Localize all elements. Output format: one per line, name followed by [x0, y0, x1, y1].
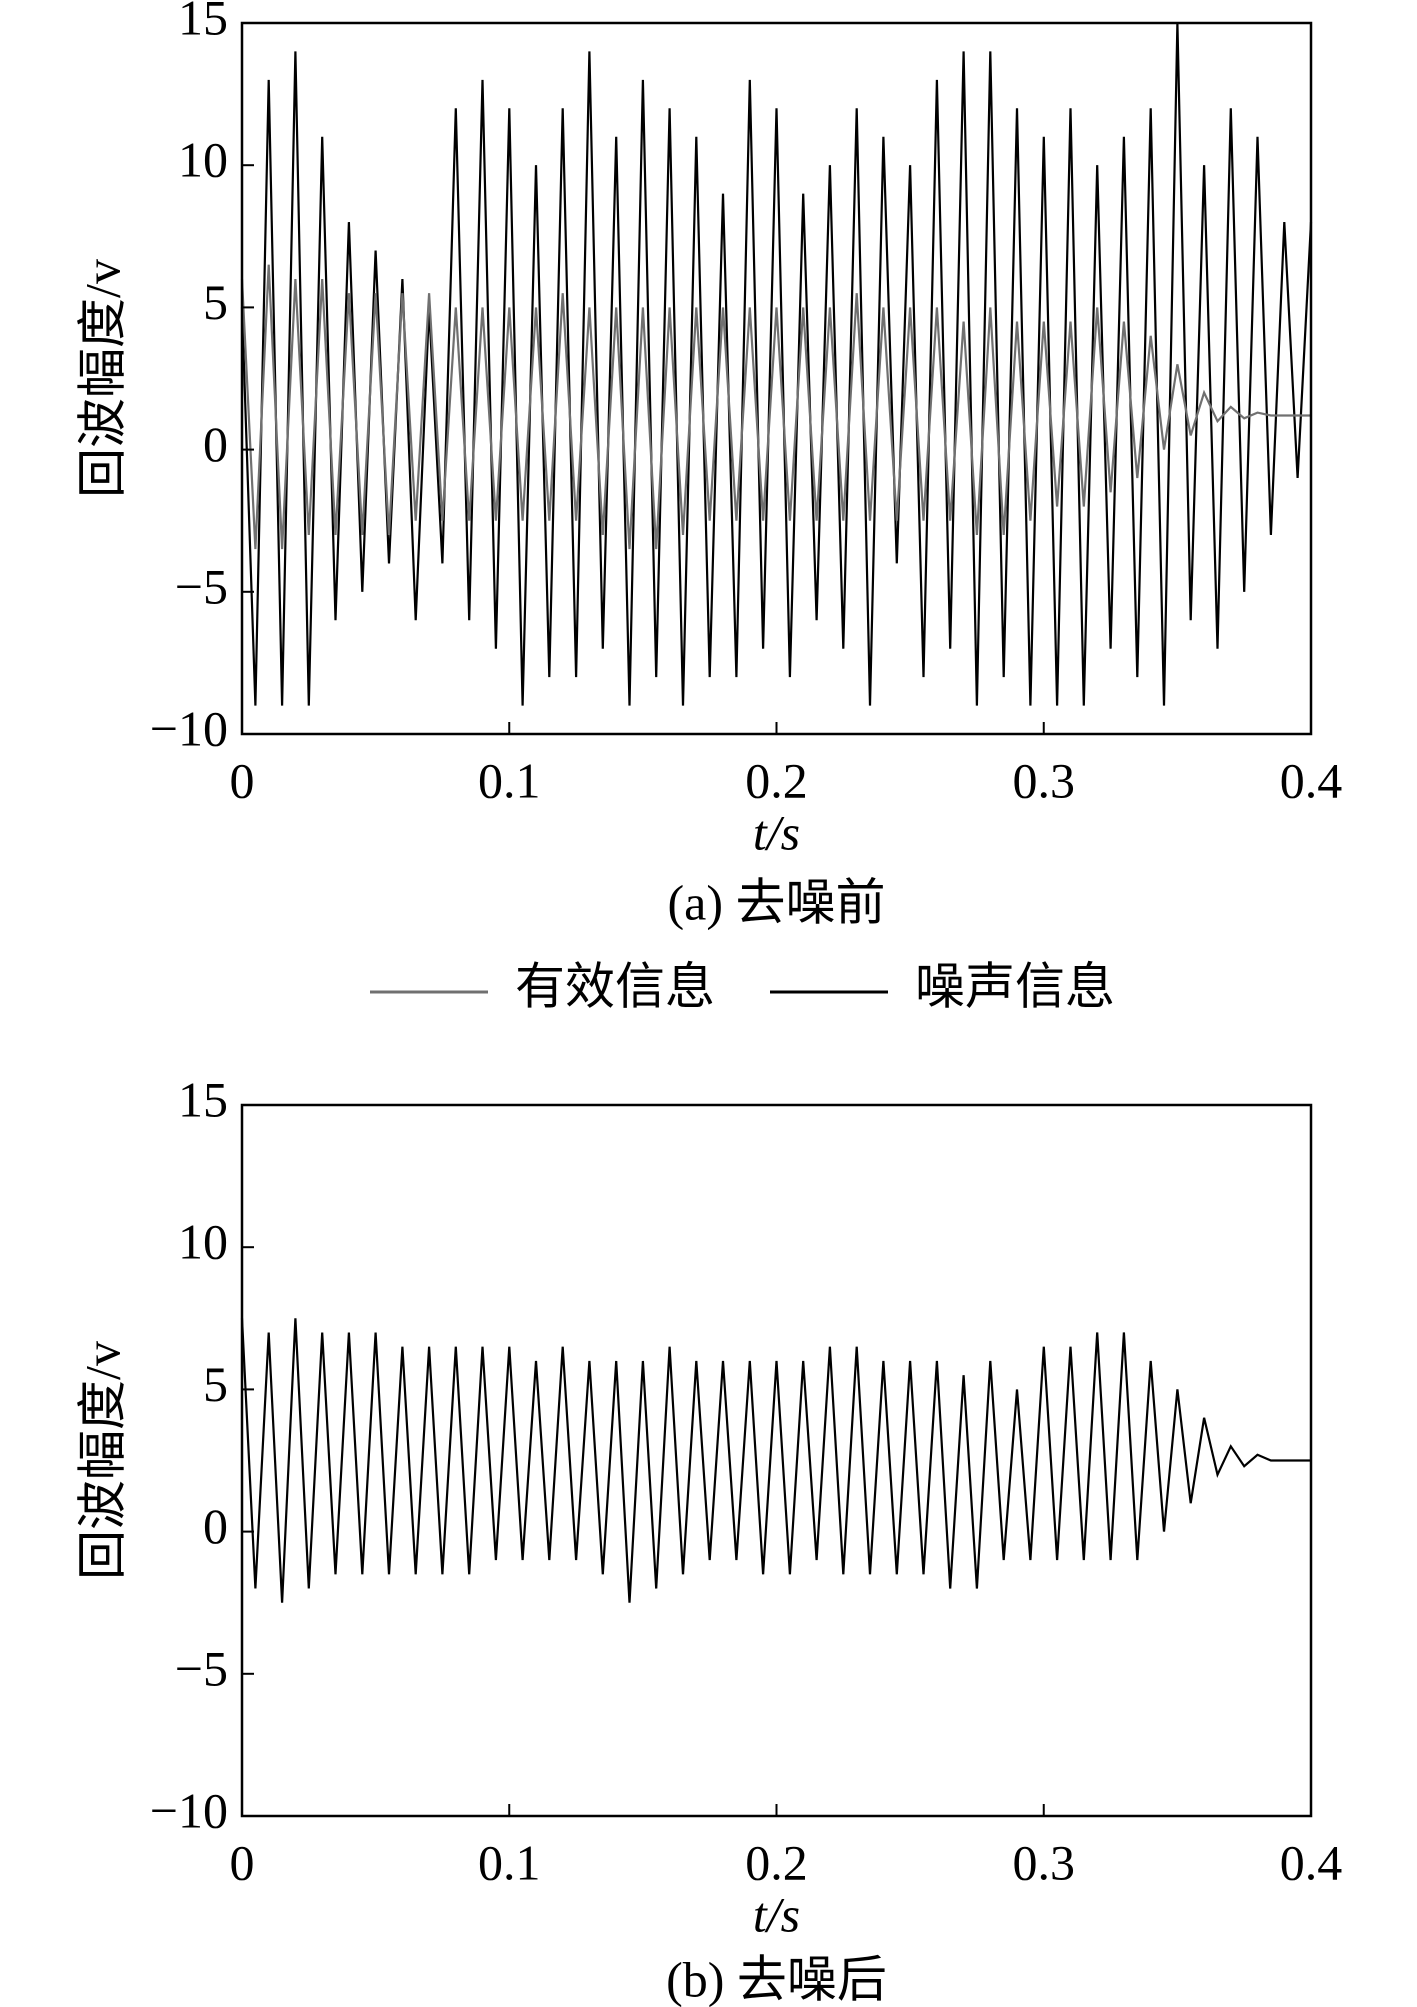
plot-frame [240, 1103, 1313, 1818]
y-tick-label: −5 [175, 1640, 228, 1696]
x-tick-label: 0.4 [1280, 752, 1343, 808]
x-tick-label: 0.2 [745, 752, 808, 808]
y-tick-label: 10 [178, 1214, 228, 1270]
x-tick-label: 0.4 [1280, 1834, 1343, 1890]
y-tick-label: −10 [150, 700, 228, 756]
y-tick-label: 15 [178, 1071, 228, 1127]
x-tick-label: 0 [230, 752, 255, 808]
x-tick-label: 0.3 [1013, 1834, 1076, 1890]
y-tick-label: −10 [150, 1782, 228, 1838]
caption: (b) 去噪后 [666, 1951, 887, 2007]
x-axis-label: t/s [753, 804, 800, 860]
legend-label: 噪声信息 [915, 958, 1115, 1014]
caption: (a) 去噪前 [668, 874, 886, 930]
y-axis-label: 回波幅度/v [74, 259, 130, 498]
x-tick-label: 0.3 [1013, 752, 1076, 808]
x-tick-label: 0.1 [478, 752, 541, 808]
x-axis-label: t/s [753, 1886, 800, 1942]
y-tick-label: −5 [175, 558, 228, 614]
y-tick-label: 10 [178, 132, 228, 188]
y-tick-label: 5 [203, 274, 228, 330]
legend-label: 有效信息 [515, 958, 715, 1014]
y-tick-label: 0 [203, 1498, 228, 1554]
x-tick-label: 0 [230, 1834, 255, 1890]
data-line [240, 1318, 1311, 1603]
x-tick-label: 0.1 [478, 1834, 541, 1890]
y-tick-label: 0 [203, 416, 228, 472]
y-axis-label: 回波幅度/v [74, 1341, 130, 1580]
y-tick-label: 15 [178, 0, 228, 45]
y-tick-label: 5 [203, 1356, 228, 1412]
data-line [240, 22, 1313, 706]
data-line [240, 264, 1311, 550]
x-tick-label: 0.2 [745, 1834, 808, 1890]
